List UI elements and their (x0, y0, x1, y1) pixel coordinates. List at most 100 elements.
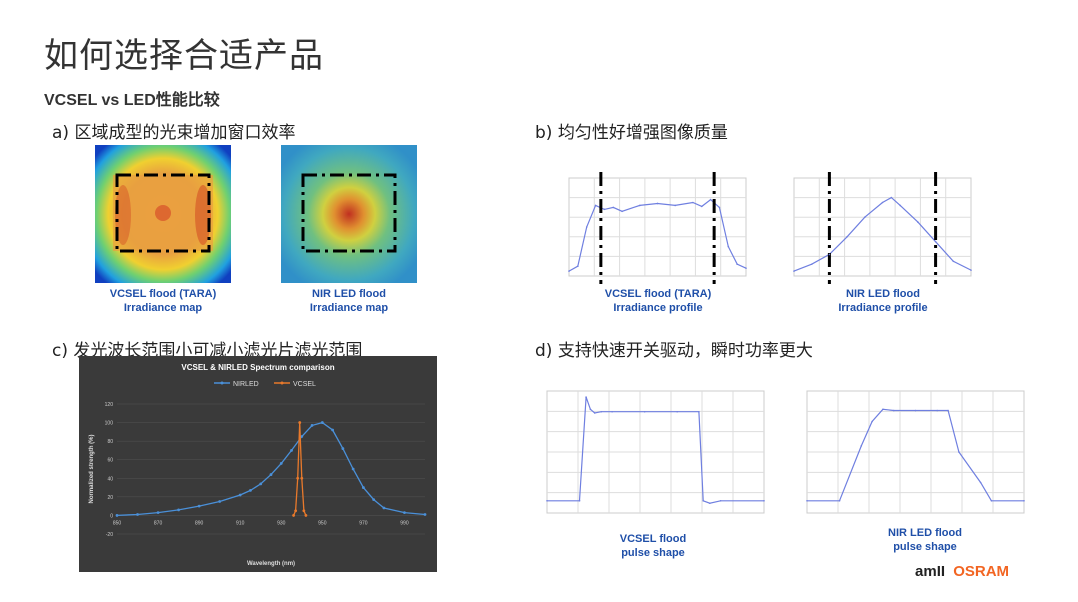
section-d-heading: d) 支持快速开关驱动，瞬时功率更大 (535, 341, 813, 361)
page-subtitle: VCSEL vs LED性能比较 (44, 92, 220, 109)
data-point (846, 236, 848, 238)
data-point (320, 421, 324, 424)
y-tick-label: 20 (107, 495, 113, 501)
data-point (177, 508, 180, 512)
led-irradiance-profile-chart (793, 172, 972, 284)
caption-line: Irradiance profile (838, 302, 928, 314)
data-point (600, 410, 603, 413)
data-point (952, 260, 955, 263)
data-point (936, 409, 938, 412)
data-point (702, 500, 705, 502)
data-point (674, 204, 676, 207)
caption-line: NIR LED flood (888, 527, 962, 539)
data-point (197, 504, 201, 508)
x-tick-label: 890 (195, 520, 204, 526)
vcsel-pulse-shape-chart (546, 390, 765, 514)
data-point (341, 447, 345, 450)
x-tick-label: 970 (359, 520, 368, 526)
x-tick-label: 870 (154, 520, 163, 526)
plot-area (793, 177, 972, 277)
data-point (238, 493, 242, 497)
osram-logo-text: OSRAM (953, 563, 1010, 580)
x-tick-label: 910 (236, 520, 245, 526)
data-point (218, 500, 222, 503)
data-point (156, 511, 160, 515)
legend-marker (280, 381, 284, 385)
caption-line: pulse shape (893, 541, 957, 553)
vcsel-irradiance-profile-chart (568, 172, 747, 284)
data-point (828, 253, 831, 256)
data-point (403, 511, 406, 515)
data-point (578, 500, 581, 502)
x-tick-label: 950 (318, 520, 327, 526)
data-point (810, 263, 813, 266)
data-point (310, 423, 314, 427)
data-point (1023, 500, 1025, 502)
y-tick-label: 60 (107, 458, 113, 464)
vcsel-irradiance-map (95, 145, 231, 283)
y-tick-label: 80 (107, 439, 113, 445)
data-point (585, 396, 587, 398)
data-point (763, 500, 765, 502)
x-tick-label: 850 (113, 520, 122, 526)
data-point (259, 482, 263, 486)
page-title: 如何选择合适产品 (44, 36, 324, 76)
data-point (290, 449, 293, 452)
caption-line: NIR LED flood (312, 288, 386, 300)
data-point (603, 208, 606, 211)
data-point (656, 202, 659, 205)
data-point (300, 476, 304, 480)
caption-line: VCSEL flood (619, 533, 687, 545)
caption-line: Irradiance profile (613, 302, 703, 314)
data-point (351, 467, 355, 471)
data-point (806, 500, 808, 502)
data-point (593, 412, 596, 414)
data-point (621, 210, 623, 213)
data-point (639, 204, 641, 207)
data-point (881, 201, 884, 204)
data-point (719, 500, 722, 502)
legend-label: NIRLED (233, 381, 259, 388)
data-point (727, 245, 730, 248)
data-point (718, 206, 721, 209)
chart-title: VCSEL & NIRLED Spectrum comparison (181, 363, 334, 372)
data-point (300, 435, 304, 438)
data-point (546, 500, 548, 502)
data-point (585, 226, 588, 228)
data-point (612, 206, 615, 209)
ams-logo-text: am (915, 563, 937, 580)
data-point (934, 240, 937, 243)
data-point (990, 500, 993, 502)
data-point (269, 473, 273, 476)
data-point (296, 476, 300, 480)
data-point (838, 500, 841, 502)
chart-background (79, 356, 437, 572)
data-point (249, 488, 252, 492)
led-irradiance-map-caption: NIR LED flood Irradiance map (266, 287, 432, 315)
y-tick-label: 100 (105, 421, 114, 427)
data-point (708, 502, 711, 505)
data-point (372, 498, 376, 502)
data-point (736, 263, 738, 266)
spectrum-comparison-chart: VCSEL & NIRLED Spectrum comparison NIRLED… (79, 356, 437, 572)
section-a-heading: a) 区域成型的光束增加窗口效率 (52, 123, 296, 143)
legend-marker (220, 381, 224, 385)
data-point (302, 509, 306, 513)
data-point (979, 481, 982, 484)
data-point (698, 410, 700, 413)
data-point (958, 451, 960, 453)
data-point (362, 486, 365, 489)
data-point (700, 205, 703, 208)
data-point (423, 513, 427, 516)
data-point (589, 408, 592, 411)
data-point (871, 420, 873, 423)
data-point (899, 204, 901, 207)
x-tick-label: 930 (277, 520, 286, 526)
data-point (279, 462, 283, 465)
data-point (568, 270, 570, 272)
data-point (864, 216, 866, 218)
data-point (793, 270, 795, 272)
data-point (709, 198, 712, 201)
data-point (136, 513, 139, 516)
series-line (793, 196, 972, 272)
